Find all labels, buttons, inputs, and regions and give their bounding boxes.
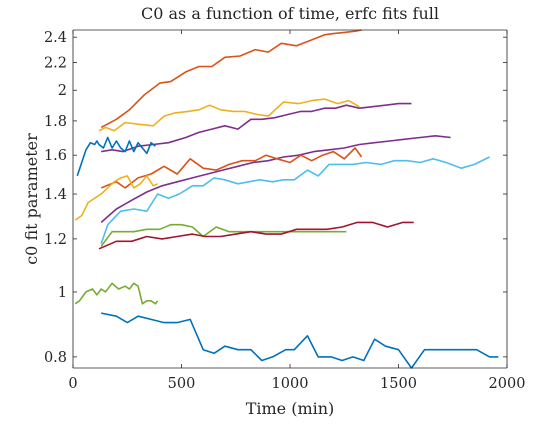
series-line-10: [76, 136, 156, 177]
series-line-11: [74, 175, 158, 221]
x-axis-label: Time (min): [246, 399, 335, 418]
plot-background: [73, 30, 507, 368]
series-line-2: [98, 98, 360, 132]
y-tick-label: 1.2: [44, 232, 67, 248]
x-tick-label: 1500: [380, 376, 417, 392]
x-tick-label: 1000: [272, 376, 309, 392]
series-line-9: [101, 312, 499, 369]
x-tick-label: 0: [68, 376, 77, 392]
series-line-6: [100, 156, 490, 245]
y-tick-label: 0.8: [44, 350, 67, 366]
y-tick-label: 1.6: [44, 148, 67, 164]
y-axis-label: c0 fit parameter: [22, 133, 41, 265]
x-tick-label: 2000: [489, 376, 526, 392]
y-tick-label: 2.2: [44, 56, 67, 72]
ticks-layer: 0 500 1000 1500 2000 0.8 1 1.2 1.4 1.6 1.8 2 2.2 2.4: [44, 30, 526, 392]
chart-title: C0 as a function of time, erfc fits full: [141, 4, 439, 23]
series-line-12: [74, 282, 159, 305]
series-line-1: [100, 29, 362, 129]
y-tick-label: 1: [58, 285, 67, 301]
y-tick-label: 1.8: [44, 114, 67, 130]
series-layer: [74, 29, 499, 369]
x-tick-label: 500: [168, 376, 196, 392]
series-line-8: [98, 221, 414, 250]
y-tick-label: 2.4: [44, 30, 67, 46]
y-tick-label: 1.4: [44, 187, 67, 203]
series-line-7: [100, 223, 347, 247]
y-tick-label: 2: [58, 83, 67, 99]
